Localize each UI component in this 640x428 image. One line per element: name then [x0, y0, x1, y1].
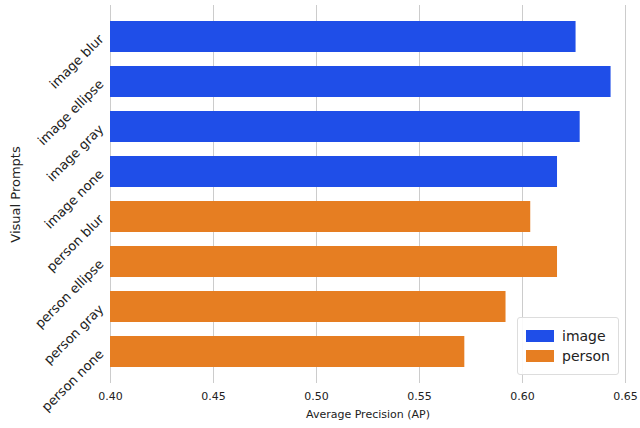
- svg-text:image gray: image gray: [43, 121, 107, 185]
- svg-text:image none: image none: [41, 166, 107, 232]
- svg-text:0.55: 0.55: [407, 390, 432, 403]
- html-text:image: image: [562, 328, 606, 344]
- svg-text:image blur: image blur: [46, 31, 107, 92]
- svg-text:image ellipse: image ellipse: [34, 76, 107, 149]
- svg-text:0.50: 0.50: [304, 390, 329, 403]
- html-text:person: person: [562, 348, 610, 364]
- svg-text:person ellipse: person ellipse: [31, 256, 107, 332]
- svg-text:person blur: person blur: [43, 211, 107, 275]
- svg-text:Average Precision (AP): Average Precision (AP): [306, 408, 430, 421]
- svg-text:person gray: person gray: [40, 301, 107, 368]
- svg-text:0.65: 0.65: [613, 390, 638, 403]
- svg-text:0.45: 0.45: [201, 390, 226, 403]
- svg-text:Visual Prompts: Visual Prompts: [8, 146, 23, 243]
- svg-text:0.60: 0.60: [510, 390, 535, 403]
- svg-text:person none: person none: [39, 346, 107, 414]
- svg-text:0.40: 0.40: [98, 390, 123, 403]
